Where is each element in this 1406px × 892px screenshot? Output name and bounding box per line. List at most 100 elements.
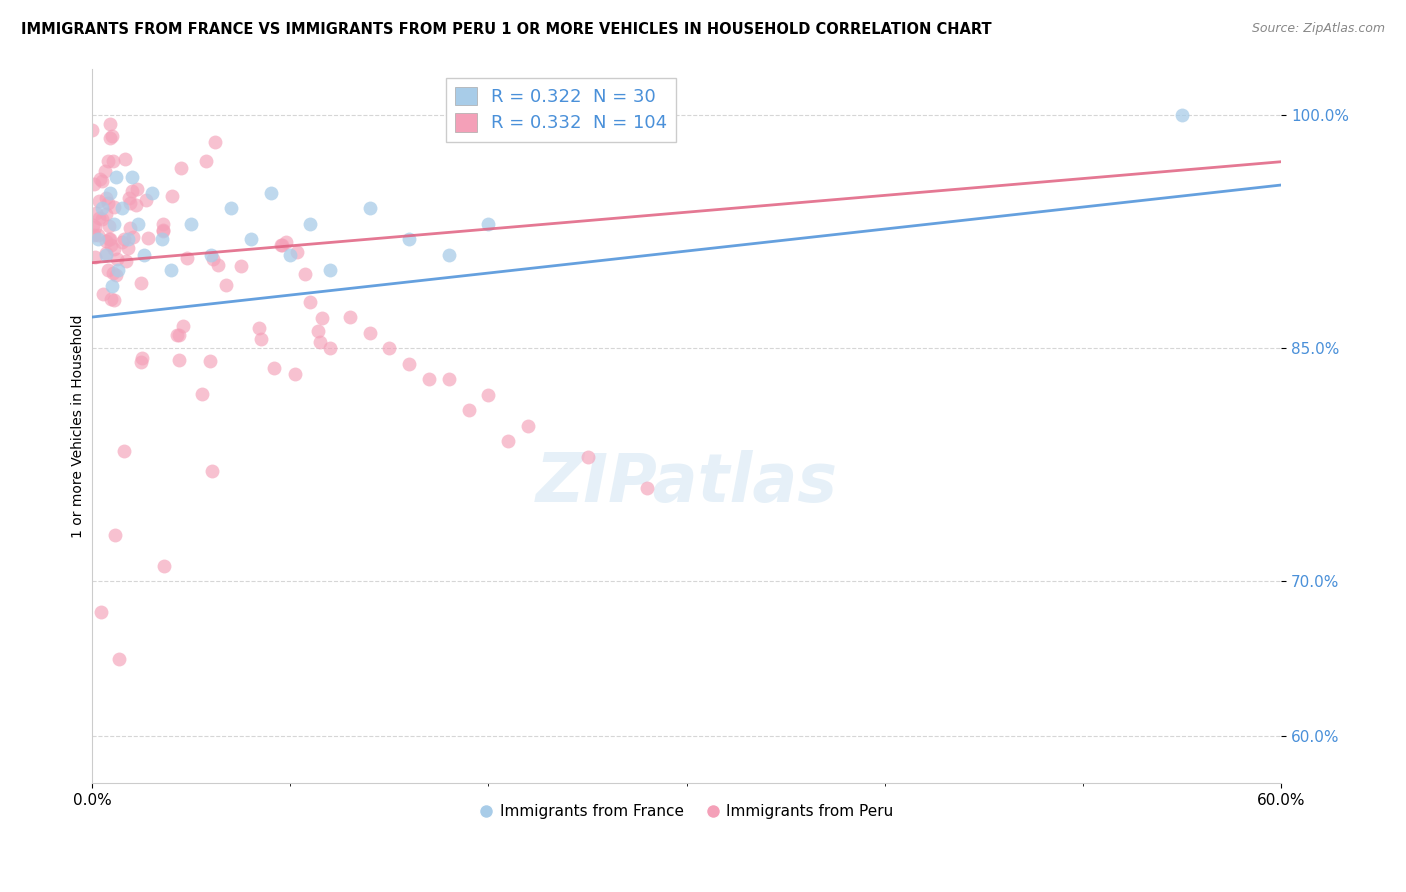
Point bbox=[97, 195, 120, 210]
Point bbox=[131, 351, 153, 365]
Point bbox=[98, 232, 121, 246]
Point bbox=[94, 163, 117, 178]
Point bbox=[129, 354, 152, 368]
Point bbox=[83, 250, 105, 264]
Point bbox=[259, 186, 281, 200]
Point bbox=[103, 217, 125, 231]
Point bbox=[97, 262, 120, 277]
Point bbox=[86, 206, 108, 220]
Point bbox=[98, 117, 121, 131]
Point bbox=[90, 605, 112, 619]
Point bbox=[176, 251, 198, 265]
Point bbox=[97, 153, 120, 168]
Point bbox=[107, 252, 129, 267]
Point bbox=[112, 232, 135, 246]
Point bbox=[111, 235, 134, 249]
Point bbox=[207, 258, 229, 272]
Point bbox=[101, 279, 124, 293]
Point bbox=[247, 321, 270, 335]
Legend: Immigrants from France, Immigrants from Peru: Immigrants from France, Immigrants from … bbox=[474, 798, 900, 825]
Y-axis label: 1 or more Vehicles in Household: 1 or more Vehicles in Household bbox=[72, 314, 86, 538]
Point bbox=[103, 200, 125, 214]
Point bbox=[200, 248, 222, 262]
Point bbox=[270, 238, 292, 252]
Point bbox=[96, 191, 118, 205]
Point bbox=[278, 248, 301, 262]
Point bbox=[319, 263, 342, 277]
Point bbox=[219, 202, 242, 216]
Point bbox=[117, 241, 139, 255]
Point bbox=[89, 211, 111, 225]
Point bbox=[120, 195, 142, 210]
Point bbox=[378, 341, 401, 355]
Point bbox=[87, 232, 110, 246]
Point bbox=[1171, 108, 1194, 122]
Point bbox=[160, 188, 183, 202]
Point bbox=[166, 327, 188, 342]
Point bbox=[309, 335, 332, 350]
Point bbox=[117, 232, 139, 246]
Point bbox=[82, 218, 104, 232]
Point bbox=[339, 310, 361, 324]
Point bbox=[284, 367, 307, 381]
Point bbox=[122, 229, 145, 244]
Point bbox=[169, 353, 191, 368]
Point bbox=[576, 450, 599, 464]
Point bbox=[125, 198, 148, 212]
Point bbox=[477, 388, 499, 402]
Point bbox=[84, 219, 107, 234]
Point bbox=[129, 276, 152, 290]
Point bbox=[437, 248, 460, 262]
Point bbox=[152, 217, 174, 231]
Point bbox=[170, 161, 193, 176]
Point bbox=[121, 170, 143, 185]
Point bbox=[172, 318, 194, 333]
Point bbox=[103, 293, 125, 308]
Point bbox=[498, 434, 520, 449]
Point bbox=[136, 231, 159, 245]
Point bbox=[108, 652, 131, 666]
Point bbox=[100, 238, 122, 252]
Point bbox=[94, 234, 117, 248]
Point bbox=[111, 202, 134, 216]
Point bbox=[94, 207, 117, 221]
Point bbox=[91, 202, 114, 216]
Point bbox=[132, 248, 155, 262]
Point bbox=[636, 481, 658, 495]
Point bbox=[198, 354, 221, 368]
Point bbox=[89, 172, 111, 186]
Point bbox=[152, 224, 174, 238]
Text: ZIPatlas: ZIPatlas bbox=[536, 450, 838, 516]
Point bbox=[87, 194, 110, 208]
Point bbox=[104, 268, 127, 282]
Point bbox=[250, 332, 273, 346]
Point bbox=[90, 212, 112, 227]
Point bbox=[299, 217, 322, 231]
Point bbox=[100, 130, 122, 145]
Point bbox=[319, 341, 342, 355]
Point bbox=[231, 260, 253, 274]
Point bbox=[204, 135, 226, 149]
Point bbox=[398, 357, 420, 371]
Point bbox=[97, 232, 120, 246]
Point bbox=[87, 227, 110, 242]
Point bbox=[98, 186, 121, 200]
Point bbox=[115, 253, 138, 268]
Point bbox=[94, 245, 117, 260]
Point bbox=[103, 242, 125, 256]
Point bbox=[270, 238, 292, 252]
Point bbox=[104, 527, 127, 541]
Point bbox=[299, 294, 322, 309]
Point bbox=[152, 223, 174, 237]
Point bbox=[98, 219, 121, 233]
Point bbox=[418, 372, 440, 386]
Point bbox=[112, 444, 135, 458]
Point bbox=[118, 190, 141, 204]
Point bbox=[180, 217, 202, 231]
Point bbox=[152, 558, 174, 573]
Point bbox=[359, 202, 381, 216]
Point bbox=[201, 464, 224, 478]
Point bbox=[127, 217, 149, 231]
Point bbox=[100, 292, 122, 306]
Point bbox=[104, 170, 127, 185]
